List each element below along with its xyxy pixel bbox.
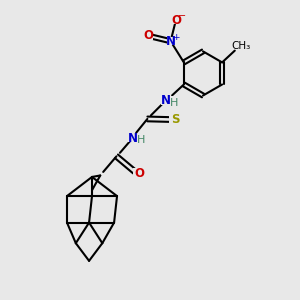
- Text: −: −: [178, 11, 186, 21]
- Text: S: S: [171, 113, 180, 126]
- Bar: [128, 134, 141, 142]
- Text: +: +: [172, 33, 179, 42]
- Text: O: O: [134, 167, 144, 180]
- Text: N: N: [166, 35, 176, 48]
- Text: N: N: [128, 132, 138, 145]
- Text: O: O: [143, 29, 154, 42]
- Bar: [144, 32, 153, 40]
- Text: N: N: [160, 94, 171, 107]
- Text: H: H: [137, 135, 145, 146]
- Bar: [167, 37, 175, 45]
- Bar: [133, 167, 141, 176]
- Bar: [169, 115, 178, 124]
- Text: H: H: [170, 98, 178, 108]
- Text: CH₃: CH₃: [231, 40, 250, 51]
- Bar: [161, 96, 174, 105]
- Bar: [172, 16, 180, 24]
- Text: O: O: [171, 14, 181, 26]
